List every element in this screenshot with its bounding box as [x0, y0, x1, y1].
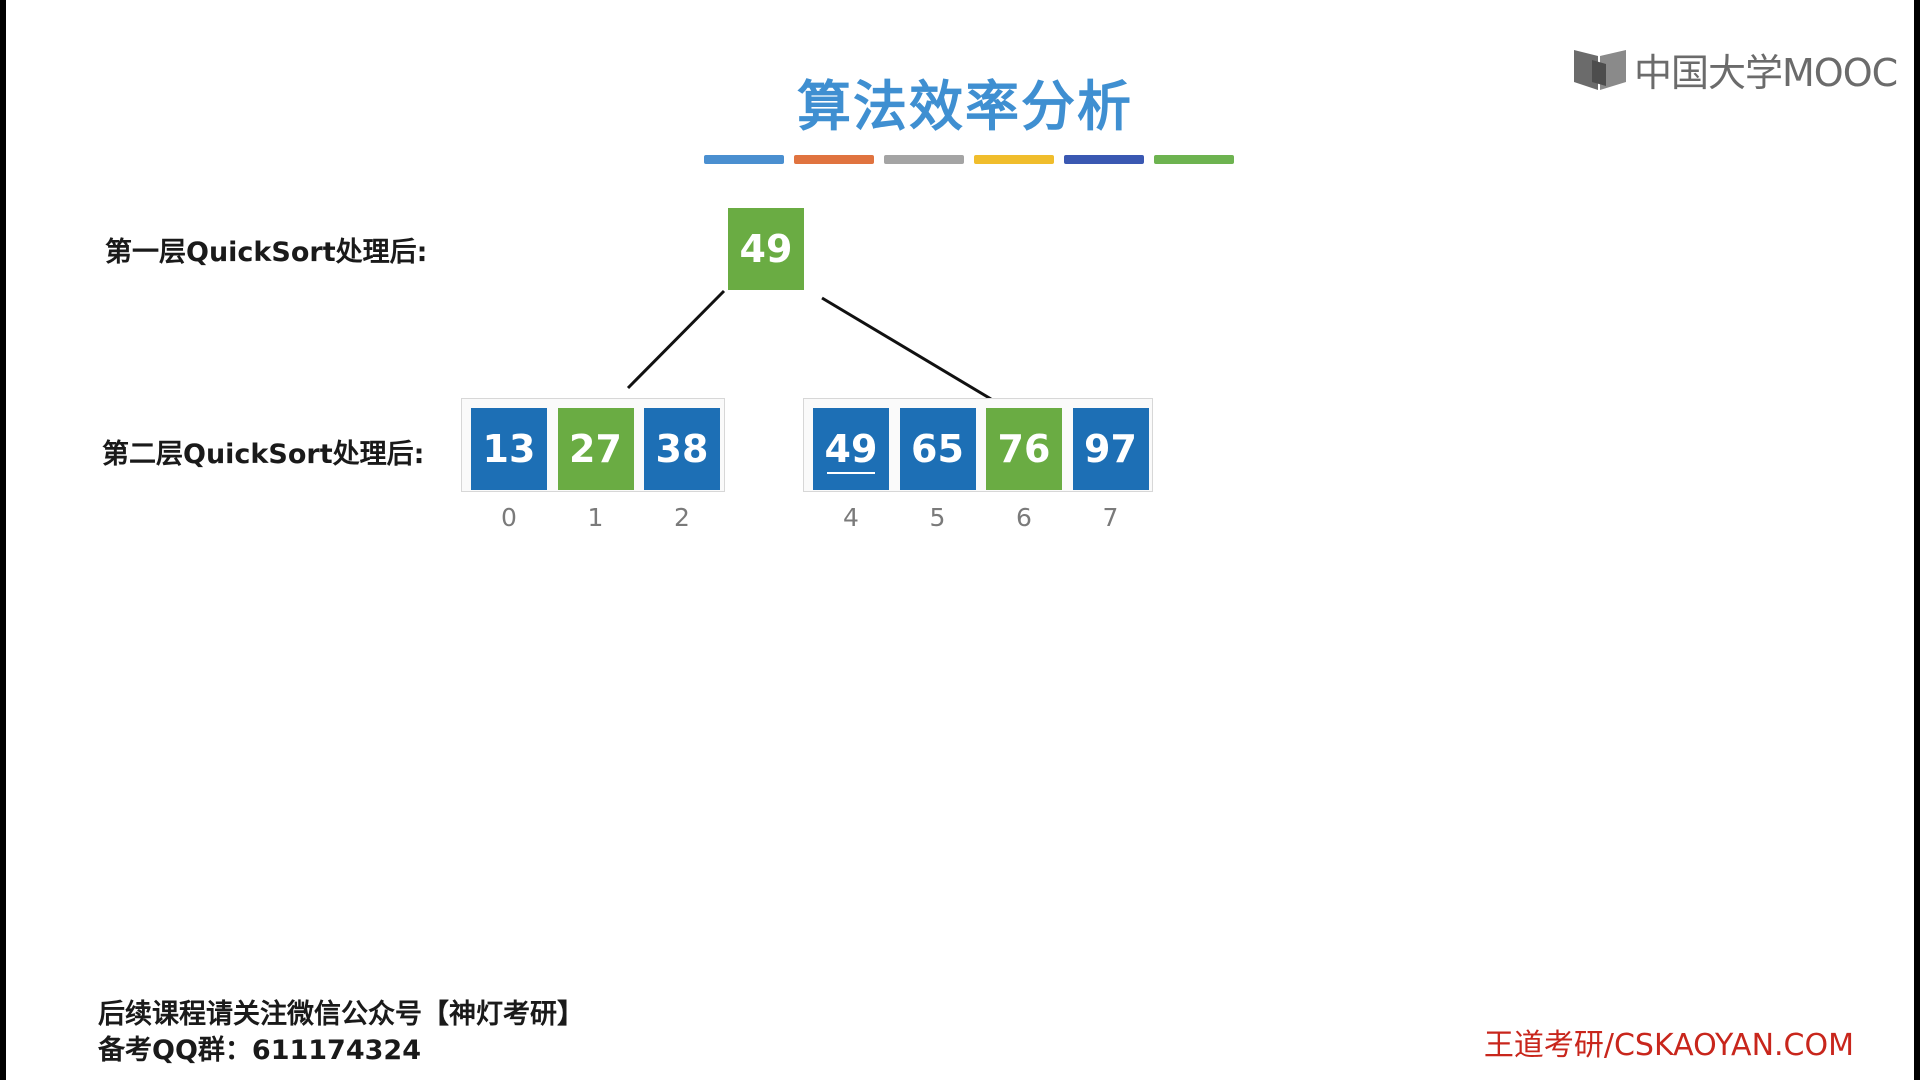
color-bar-segment — [1154, 155, 1234, 164]
footer-brand: 王道考研/CSKAOYAN.COM — [1483, 1028, 1854, 1063]
color-bar-segment — [884, 155, 964, 164]
slide: 算法效率分析 中国大学MOOC 第一层QuickSort处理后: 49 第二层Q… — [6, 0, 1914, 1080]
array-index: 6 — [1016, 503, 1032, 532]
array-cell: 65 — [899, 408, 976, 490]
array-cell: 13 — [471, 408, 547, 490]
array-index: 2 — [674, 503, 690, 532]
array-index: 4 — [843, 503, 859, 532]
array-cell-value: 13 — [482, 427, 536, 471]
slide-title: 算法效率分析 — [797, 75, 1133, 138]
mooc-logo: 中国大学MOOC — [1572, 44, 1898, 95]
color-bar-segment — [794, 155, 874, 164]
tree-edges — [626, 289, 992, 401]
array-cell: 27 — [557, 408, 634, 490]
logo-text: 中国大学MOOC — [1634, 50, 1898, 95]
pivot-value: 49 — [739, 227, 793, 271]
array-cell-value: 49 — [824, 427, 878, 474]
array-cell: 97 — [1072, 408, 1149, 490]
footer-qq-group: 备考QQ群：611174324 — [98, 1035, 421, 1066]
array-cell-value: 76 — [997, 427, 1051, 471]
book-icon — [1574, 50, 1626, 90]
array-cell-value: 97 — [1084, 427, 1137, 471]
edge-left — [626, 289, 726, 390]
array-cell: 49 — [813, 408, 889, 490]
array-cell: 38 — [644, 408, 720, 490]
level2-label: 第二层QuickSort处理后: — [102, 439, 425, 470]
array-cell-value: 38 — [655, 427, 709, 471]
array-cell: 76 — [986, 408, 1062, 490]
footer-wechat: 后续课程请关注微信公众号【神灯考研】 — [98, 999, 584, 1030]
array-cell-value: 27 — [569, 427, 622, 471]
level1-label: 第一层QuickSort处理后: — [105, 237, 428, 268]
color-bar-segment — [704, 155, 784, 164]
array-cell-value: 65 — [911, 427, 964, 471]
pivot-cell: 49 — [728, 208, 804, 290]
edge-right — [821, 296, 992, 401]
array-index: 5 — [929, 503, 946, 532]
array-index: 0 — [501, 503, 517, 532]
color-bar-segment — [974, 155, 1054, 164]
array-index: 1 — [587, 503, 604, 532]
color-bar-segment — [1064, 155, 1144, 164]
array-index: 7 — [1102, 503, 1119, 532]
